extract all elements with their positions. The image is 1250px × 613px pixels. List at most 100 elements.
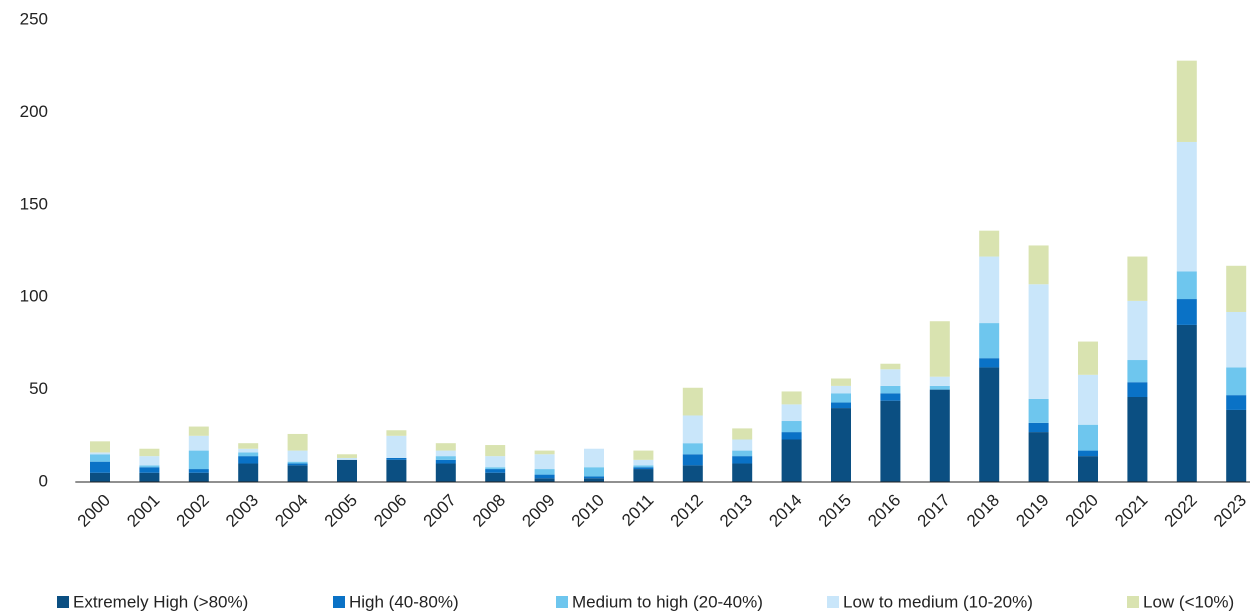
bar-segment <box>90 452 110 455</box>
bar-segment <box>831 385 851 394</box>
y-tick-label: 50 <box>29 379 48 398</box>
bar-segment <box>929 321 950 377</box>
x-tick-label: 2008 <box>469 491 509 531</box>
x-tick-label: 2006 <box>370 491 410 531</box>
bar-segment <box>188 450 209 470</box>
bar-segment <box>386 457 407 460</box>
bar-segment <box>435 459 456 464</box>
bar-segment <box>238 452 259 457</box>
bar-segment <box>929 376 950 386</box>
bar-segment <box>485 472 506 482</box>
bar-segment <box>1028 422 1049 433</box>
x-tick-label: 2022 <box>1161 491 1201 531</box>
bar-segment <box>238 463 259 482</box>
x-tick-label: 2001 <box>123 491 163 531</box>
y-tick-label: 100 <box>20 287 48 306</box>
bar-segment <box>682 454 703 466</box>
x-tick-label: 2010 <box>568 491 608 531</box>
x-tick-label: 2007 <box>420 491 460 531</box>
bar-segment <box>188 435 209 451</box>
bar-segment <box>534 474 555 479</box>
bar-segment <box>1028 245 1049 285</box>
bar-segment <box>732 450 753 457</box>
bar-segment <box>929 389 950 482</box>
bar-segment <box>1226 367 1247 396</box>
bar-segment <box>633 469 654 482</box>
bar-segment <box>1028 284 1049 399</box>
legend-swatch <box>556 596 568 608</box>
bar-segment <box>1176 299 1197 325</box>
bar-segment <box>139 456 160 466</box>
x-tick-label: 2016 <box>864 491 904 531</box>
bar-segment <box>139 467 160 473</box>
y-tick-label: 0 <box>39 471 48 490</box>
bar-segment <box>781 404 802 422</box>
bar-segment <box>534 478 555 482</box>
bar-segment <box>1226 265 1247 312</box>
bar-segment <box>386 459 407 482</box>
bar-segment <box>1226 311 1247 368</box>
y-tick-label: 250 <box>20 9 48 28</box>
bar-segment <box>1226 409 1247 482</box>
bar-segment <box>238 443 259 449</box>
x-tick-label: 2021 <box>1111 491 1151 531</box>
legend-label: Low (<10%) <box>1143 592 1234 611</box>
x-tick-label: 2004 <box>271 491 311 531</box>
legend-swatch <box>827 596 839 608</box>
bar-segment <box>831 402 851 409</box>
y-tick-label: 200 <box>20 102 48 121</box>
x-tick-label: 2018 <box>963 491 1003 531</box>
bar-segment <box>188 469 209 473</box>
x-tick-label: 2005 <box>321 491 361 531</box>
bar-segment <box>1226 395 1247 410</box>
bar-segment <box>1176 324 1197 482</box>
bar-segment <box>979 256 1000 324</box>
bar-segment <box>485 456 506 468</box>
bar-segment <box>584 478 604 482</box>
bar-segment <box>1078 456 1098 482</box>
legend-swatch <box>333 596 345 608</box>
bar-segment <box>1028 398 1049 423</box>
bar-segment <box>781 439 802 482</box>
bar-segment <box>1127 382 1148 397</box>
bar-segment <box>880 393 901 401</box>
bar-segment <box>979 358 1000 368</box>
bar-segment <box>485 445 506 457</box>
bar-segment <box>880 385 901 394</box>
bar-segment <box>584 467 604 477</box>
bar-segment <box>633 465 654 468</box>
bar-segment <box>1078 374 1098 425</box>
bar-segment <box>831 378 851 386</box>
bar-segment <box>1078 424 1098 451</box>
x-tick-label: 2000 <box>74 491 114 531</box>
bar-segment <box>287 461 308 464</box>
legend-label: Low to medium (10-20%) <box>843 592 1033 611</box>
x-tick-label: 2009 <box>518 491 558 531</box>
bar-segment <box>90 472 110 482</box>
bar-segment <box>781 421 802 433</box>
bar-segment <box>1176 271 1197 300</box>
x-tick-label: 2023 <box>1210 491 1250 531</box>
bar-segment <box>485 467 506 470</box>
bar-segment <box>880 363 901 370</box>
legend-label: Extremely High (>80%) <box>73 592 248 611</box>
bar-segment <box>979 367 1000 482</box>
bar-segment <box>979 230 1000 257</box>
bar-segment <box>435 443 456 451</box>
bar-segment <box>287 465 308 482</box>
bar-segment <box>682 387 703 416</box>
x-tick-label: 2002 <box>173 491 213 531</box>
bar-segment <box>1127 360 1148 383</box>
bar-segment <box>386 430 407 436</box>
bar-segment <box>90 454 110 462</box>
bar-segment <box>929 385 950 390</box>
bar-segment <box>435 463 456 482</box>
bar-segment <box>386 435 407 458</box>
bar-segment <box>485 469 506 473</box>
bar-segment <box>880 400 901 482</box>
bar-segment <box>238 448 259 453</box>
bar-segment <box>732 439 753 451</box>
bar-segment <box>1176 141 1197 272</box>
bar-segment <box>682 443 703 455</box>
